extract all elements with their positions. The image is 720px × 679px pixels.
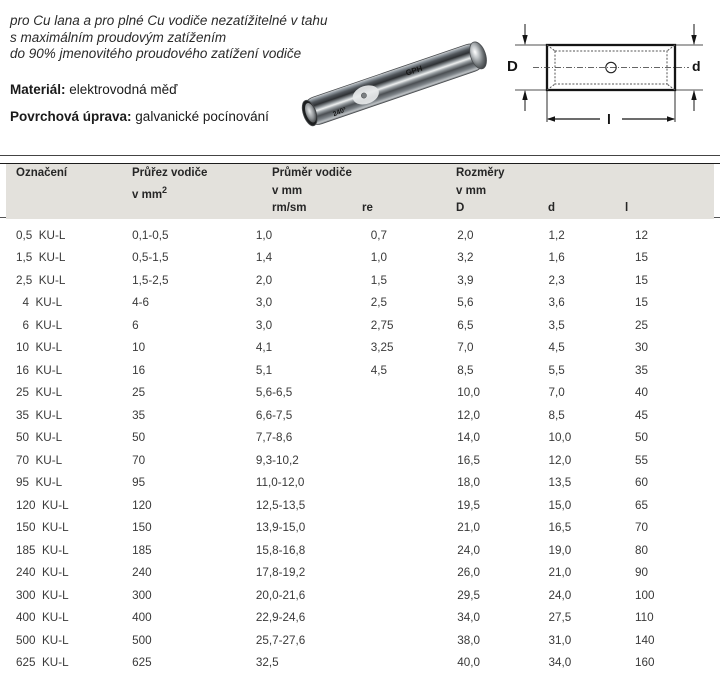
svg-text:d: d [692,58,701,74]
svg-text:l: l [607,111,611,127]
svg-text:D: D [507,58,518,75]
